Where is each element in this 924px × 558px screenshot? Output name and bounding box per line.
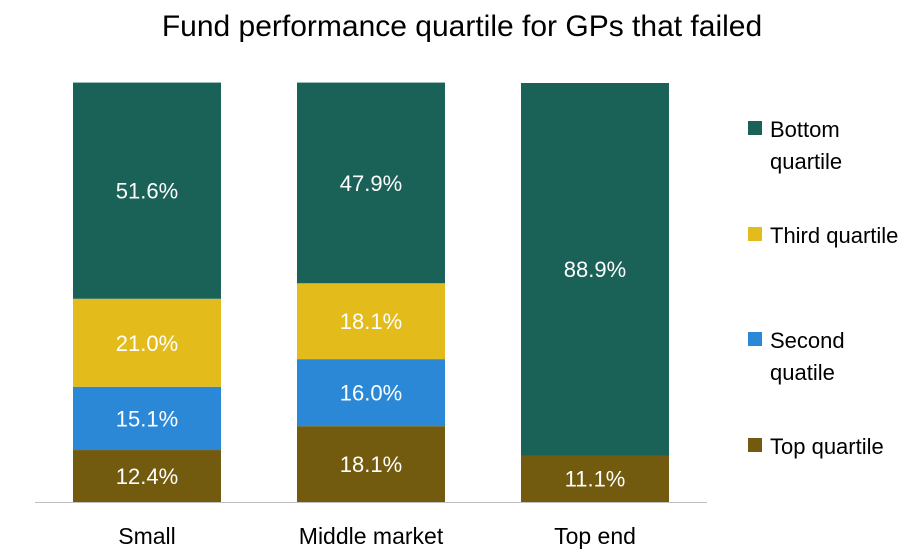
- x-tick-label-top-end: Top end: [554, 523, 636, 549]
- data-label-middle-market-second-quatile: 16.0%: [340, 381, 402, 406]
- bar-segment-middle-market-top-quartile: [297, 426, 445, 502]
- legend-label-second-quartile: Second quatile: [770, 328, 845, 385]
- data-label-small-third-quartile: 21.0%: [116, 331, 178, 356]
- bar-segment-small-bottom-quartile: [73, 82, 221, 299]
- data-label-small-bottom-quartile: 51.6%: [116, 179, 178, 204]
- bar-segment-middle-market-third-quartile: [297, 283, 445, 360]
- legend-swatch-second-quartile: [748, 332, 762, 346]
- bar-segment-small-third-quartile: [73, 298, 221, 387]
- legend-label-third-quartile: Third quartile: [770, 223, 899, 248]
- legend-label-bottom-quartile: Bottom quartile: [770, 117, 843, 174]
- legend-item-bottom-quartile: Bottom quartile: [748, 114, 860, 178]
- bar-segment-middle-market-bottom-quartile: [297, 82, 445, 284]
- legend-label-top-quartile: Top quartile: [770, 434, 884, 459]
- data-label-middle-market-third-quartile: 18.1%: [340, 309, 402, 334]
- data-label-top-end-top-quartile: 11.1%: [565, 467, 626, 492]
- data-label-top-end-bottom-quartile: 88.9%: [564, 257, 626, 282]
- data-label-middle-market-top-quartile: 18.1%: [340, 452, 402, 477]
- data-label-middle-market-bottom-quartile: 47.9%: [340, 171, 402, 196]
- legend-swatch-top-quartile: [748, 438, 762, 452]
- legend: Bottom quartile Third quartile Second qu…: [748, 0, 924, 558]
- legend-item-third-quartile: Third quartile: [748, 220, 920, 252]
- bar-segment-middle-market-second-quatile: [297, 359, 445, 427]
- legend-item-second-quartile: Second quatile: [748, 325, 860, 389]
- bar-segment-top-end-bottom-quartile: [521, 83, 669, 456]
- bar-segment-small-top-quartile: [73, 450, 221, 502]
- x-tick-label-small: Small: [118, 523, 176, 549]
- bar-segment-top-end-top-quartile: [521, 455, 669, 502]
- legend-swatch-bottom-quartile: [748, 121, 762, 135]
- x-tick-label-middle-market: Middle market: [299, 523, 444, 549]
- data-label-small-top-quartile: 12.4%: [116, 464, 178, 489]
- legend-item-top-quartile: Top quartile: [748, 431, 920, 463]
- bar-segment-small-second-quatile: [73, 386, 221, 451]
- legend-swatch-third-quartile: [748, 227, 762, 241]
- chart-title: Fund performance quartile for GPs that f…: [161, 10, 763, 43]
- data-label-small-second-quatile: 15.1%: [116, 406, 178, 431]
